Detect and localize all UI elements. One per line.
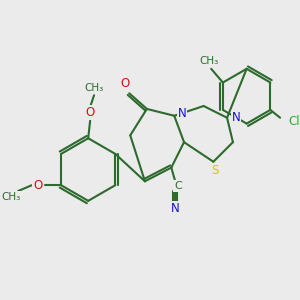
Text: O: O	[33, 179, 42, 192]
Text: N: N	[171, 202, 180, 215]
Text: CH₃: CH₃	[84, 83, 104, 93]
Text: O: O	[121, 77, 130, 90]
Text: CH₃: CH₃	[2, 192, 21, 202]
Text: O: O	[85, 106, 95, 119]
Text: C: C	[174, 181, 182, 191]
Text: N: N	[178, 107, 186, 120]
Text: S: S	[212, 164, 219, 177]
Text: CH₃: CH₃	[200, 56, 219, 66]
Text: N: N	[232, 111, 240, 124]
Text: Cl: Cl	[288, 115, 300, 128]
